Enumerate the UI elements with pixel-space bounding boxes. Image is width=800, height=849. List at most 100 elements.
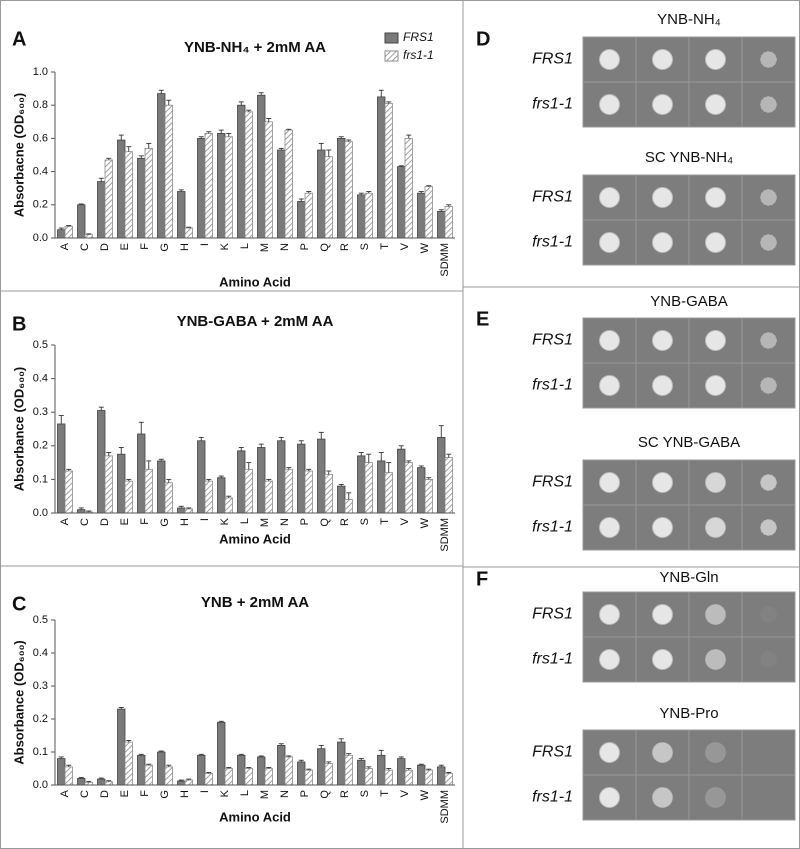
error-bar xyxy=(406,460,412,463)
spot xyxy=(705,49,726,70)
strain-label: frs1-1 xyxy=(532,519,573,536)
error-bar xyxy=(358,192,364,195)
error-bar xyxy=(58,756,64,759)
y-tick-label: 0.4 xyxy=(33,166,48,178)
error-bar xyxy=(426,768,432,771)
x-axis-label: Amino Acid xyxy=(219,809,291,824)
error-bar xyxy=(446,453,452,458)
error-bar xyxy=(166,478,172,483)
bar xyxy=(284,756,293,786)
spot xyxy=(705,330,726,351)
error-bar xyxy=(238,447,244,451)
error-bar xyxy=(438,209,444,212)
spot xyxy=(705,787,726,808)
error-bar xyxy=(258,443,264,448)
error-bar xyxy=(386,462,392,473)
error-bar xyxy=(138,155,144,159)
error-bar xyxy=(238,101,244,106)
error-bar xyxy=(66,225,72,227)
bar xyxy=(424,186,433,239)
bar xyxy=(64,225,73,239)
x-tick-label: T xyxy=(379,518,391,525)
bar xyxy=(184,779,193,786)
chart-title: YNB-GABA + 2mM AA xyxy=(177,313,334,330)
bar xyxy=(244,468,253,514)
bar xyxy=(264,768,273,786)
x-tick-label: V xyxy=(399,242,411,250)
bar xyxy=(197,137,206,239)
error-bar xyxy=(298,198,304,202)
bar xyxy=(377,754,386,786)
x-tick-label: SDMM xyxy=(439,790,451,824)
x-tick-label: I xyxy=(199,243,211,246)
error-bar xyxy=(278,147,284,151)
bar xyxy=(344,141,353,239)
spot xyxy=(705,232,726,253)
bar xyxy=(377,460,386,514)
x-tick-label: H xyxy=(179,518,191,526)
bar xyxy=(417,467,426,514)
y-tick-label: 0.4 xyxy=(33,373,48,385)
chart-title: YNB-NH₄ + 2mM AA xyxy=(184,39,326,56)
bar xyxy=(104,159,113,239)
error-bar xyxy=(358,758,364,761)
y-tick-label: 0.4 xyxy=(33,647,48,659)
y-tick-label: 0.2 xyxy=(33,440,48,452)
plate-title: YNB-Pro xyxy=(659,705,718,722)
y-tick-label: 0.5 xyxy=(33,339,48,351)
bar xyxy=(417,764,426,786)
bar xyxy=(344,499,353,514)
y-tick-label: 0.6 xyxy=(33,132,48,144)
error-bar xyxy=(98,777,104,780)
error-bar xyxy=(366,766,372,769)
x-tick-label: H xyxy=(179,790,191,798)
error-bar xyxy=(178,505,184,508)
error-bar xyxy=(286,128,292,131)
plate-title: YNB-Gln xyxy=(659,569,718,586)
bar xyxy=(444,206,453,239)
error-bar xyxy=(186,507,192,509)
error-bar xyxy=(118,707,124,710)
x-tick-label: S xyxy=(359,518,371,525)
x-tick-label: L xyxy=(239,243,251,249)
bar xyxy=(204,773,213,786)
bar xyxy=(264,480,273,514)
bar xyxy=(64,470,73,514)
bar xyxy=(297,761,306,786)
x-tick-label: K xyxy=(219,517,231,525)
bar xyxy=(117,453,126,514)
spot xyxy=(599,330,620,351)
error-bar xyxy=(246,109,252,112)
error-bar xyxy=(166,99,172,106)
error-bar xyxy=(338,483,344,487)
bar xyxy=(217,721,226,786)
error-bar xyxy=(286,755,292,757)
error-bar xyxy=(218,475,224,478)
x-tick-label: L xyxy=(239,518,251,524)
error-bar xyxy=(406,134,412,139)
error-bar xyxy=(206,131,212,134)
bar xyxy=(417,192,426,239)
x-tick-label: N xyxy=(279,518,291,526)
y-tick-label: 0.2 xyxy=(33,199,48,211)
error-bar xyxy=(78,507,84,510)
bar xyxy=(337,741,346,786)
error-bar xyxy=(226,495,232,498)
bar xyxy=(337,485,346,514)
bar xyxy=(164,482,173,514)
error-bar xyxy=(318,431,324,440)
bar xyxy=(177,191,186,239)
spot xyxy=(599,787,620,808)
bar xyxy=(124,151,133,239)
plate-title: YNB-NH₄ xyxy=(657,11,721,28)
bar xyxy=(384,472,393,514)
bar xyxy=(277,149,286,239)
error-bar xyxy=(418,191,424,194)
error-bar xyxy=(338,738,344,743)
error-bar xyxy=(126,478,132,482)
x-tick-label: C xyxy=(79,518,91,526)
strain-label: FRS1 xyxy=(532,51,573,68)
error-bar xyxy=(126,740,132,743)
